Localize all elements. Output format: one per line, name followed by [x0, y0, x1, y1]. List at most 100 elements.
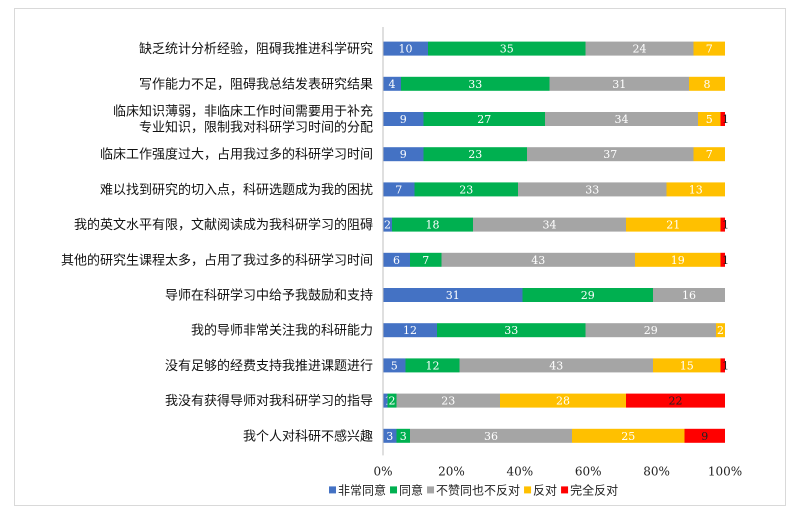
x-tick-label: 40% [506, 464, 533, 478]
bar-segment [585, 323, 716, 338]
legend: 非常同意 同意 不赞同也不反对 反对 完全反对 [329, 482, 618, 497]
data-label: 13 [689, 183, 703, 196]
legend-swatch [524, 486, 532, 494]
bar-segment [396, 393, 500, 408]
bar-segment [572, 428, 685, 443]
legend-label: 非常同意 [338, 482, 386, 497]
bar-segment [387, 393, 397, 408]
data-label: 33 [504, 324, 518, 337]
legend-label: 完全反对 [570, 482, 618, 497]
data-label: 27 [477, 113, 491, 126]
x-tick-label: 20% [438, 464, 465, 478]
x-axis: 0% 20% 40% 60% 80% 100% [373, 27, 742, 478]
bar-segment [518, 182, 667, 197]
bar-segment [405, 358, 460, 373]
data-label: 6 [393, 254, 400, 267]
bar-segment [545, 112, 698, 126]
data-label: 12 [426, 359, 440, 372]
data-label: 9 [400, 148, 407, 161]
data-label: 7 [395, 183, 402, 196]
legend-label: 不赞同也不反对 [436, 483, 520, 497]
data-label: 37 [603, 148, 617, 161]
bar-segment [666, 182, 725, 197]
category-label: 我的英文水平有限，文献阅读成为我科研学习的阻碍 [74, 217, 373, 233]
bar-segment [441, 252, 635, 267]
category-label: 其他的研究生课程太多，占用了我过多的科研学习时间 [61, 252, 373, 268]
data-label: 29 [644, 324, 658, 337]
data-label: 1 [722, 113, 729, 126]
data-label: 7 [422, 254, 429, 267]
bar-segment [383, 428, 397, 443]
bar-segment [693, 41, 725, 56]
data-label: 9 [701, 430, 708, 443]
data-label: 22 [669, 395, 683, 408]
x-tick-label: 80% [643, 464, 670, 478]
data-label: 35 [500, 43, 514, 56]
data-label: 7 [706, 43, 713, 56]
legend-swatch [390, 486, 398, 494]
bar-segment [626, 217, 721, 232]
data-label: 5 [391, 359, 398, 372]
bar-segment [459, 358, 653, 373]
legend-swatch [329, 486, 336, 494]
bar-segment [500, 393, 626, 408]
data-label: 43 [549, 359, 563, 372]
bar-segment [428, 41, 586, 56]
data-label: 3 [400, 430, 407, 443]
bar-segment [693, 147, 725, 162]
category-label: 我个人对科研不感兴趣 [243, 428, 373, 444]
bar-segment [437, 323, 586, 338]
data-label: 12 [403, 324, 417, 337]
x-tick-label: 100% [708, 464, 742, 478]
bar-segment [383, 76, 401, 91]
bar-segment [720, 217, 725, 232]
bar-segment [383, 358, 406, 373]
data-label: 31 [446, 289, 460, 302]
category-label: 临床知识薄弱，非临床工作时间需要用于补充专业知识，限制我对科研学习时间的分配 [113, 104, 373, 136]
bar-segment [410, 252, 442, 267]
data-label: 34 [615, 113, 629, 126]
data-label: 9 [400, 113, 407, 126]
data-label: 33 [585, 183, 599, 196]
data-label: 34 [543, 219, 557, 232]
data-label: 5 [706, 113, 713, 126]
bar-segment [653, 358, 721, 373]
bar-segment [383, 323, 437, 338]
data-label: 43 [531, 254, 545, 267]
category-label: 临床工作强度过大，占用我过多的科研学习时间 [100, 147, 373, 163]
data-label: 25 [621, 430, 635, 443]
data-label: 8 [704, 78, 711, 91]
category-label: 没有足够的经费支持我推进课题进行 [165, 358, 373, 374]
bar-segment [585, 41, 694, 56]
bar-segment [423, 112, 545, 126]
data-label: 23 [441, 395, 455, 408]
data-label: 7 [706, 148, 713, 161]
bar-segment [716, 323, 725, 338]
bar-segment [473, 217, 626, 232]
data-label: 36 [484, 430, 498, 443]
bar-segment [410, 428, 572, 443]
data-label: 33 [468, 78, 482, 91]
bar-segment [698, 112, 721, 126]
data-label: 1 [722, 254, 729, 267]
bar-segment [383, 41, 428, 56]
bar-segment [383, 217, 392, 232]
legend-label: 反对 [533, 483, 557, 497]
x-tick-label: 0% [373, 464, 392, 478]
data-label: 10 [399, 43, 413, 56]
data-label: 23 [459, 183, 473, 196]
legend-swatch [427, 486, 435, 494]
data-label: 1 [722, 359, 729, 372]
bar-segment [392, 217, 473, 232]
bar-segment [720, 358, 725, 373]
bar-segment [383, 112, 424, 126]
data-label: 1 [722, 219, 729, 232]
category-label: 难以找到研究的切入点，科研选题成为我的困扰 [100, 182, 373, 198]
data-label: 15 [680, 359, 694, 372]
bar-segment [684, 428, 725, 443]
bar-segment [720, 112, 725, 126]
data-label: 4 [389, 78, 396, 91]
data-label: 21 [666, 219, 680, 232]
bar-segment [549, 76, 689, 91]
bars-layer: 10 35 24 74 33 31 89 27 34 5 19 23 37 77 23 33 132 18 34 21… [383, 41, 729, 443]
